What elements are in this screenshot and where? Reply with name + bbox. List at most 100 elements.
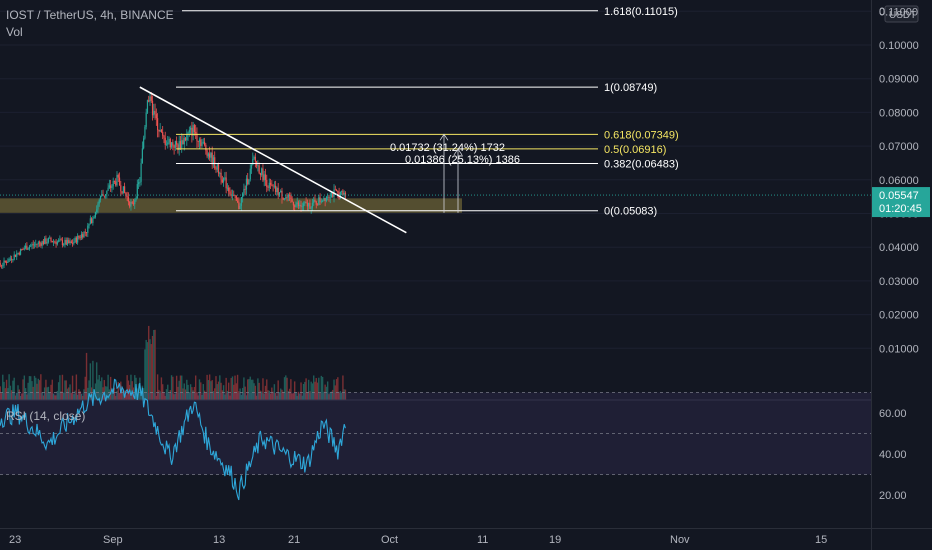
- candle-body: [66, 240, 69, 245]
- price-axis-tick: 0.09000: [879, 74, 919, 86]
- volume-bar: [210, 381, 212, 400]
- volume-bar: [233, 384, 235, 400]
- candle-body: [42, 241, 44, 245]
- volume-bar: [87, 387, 89, 400]
- volume-bar: [267, 390, 269, 400]
- volume-indicator-label[interactable]: Vol: [6, 25, 23, 39]
- candle-body: [300, 204, 302, 207]
- candle-body: [110, 185, 112, 188]
- measure-annotation: 0.01386 (25.13%) 1386: [405, 154, 520, 166]
- volume-bar: [0, 393, 3, 400]
- candle-body: [141, 148, 143, 164]
- candle-body: [299, 204, 301, 207]
- candle-body: [173, 145, 175, 148]
- candle-body: [224, 177, 226, 179]
- candle-body: [244, 188, 246, 190]
- candle-body: [46, 242, 48, 244]
- volume-bar: [280, 388, 282, 400]
- volume-bar: [104, 386, 107, 400]
- volume-bar: [305, 378, 307, 400]
- fib-level-label: 0.5(0.06916): [604, 144, 666, 156]
- volume-bar: [286, 377, 288, 400]
- candle-body: [125, 192, 127, 196]
- volume-bar: [160, 377, 163, 400]
- volume-bar: [163, 392, 165, 400]
- volume-bar: [268, 390, 270, 400]
- candle-body: [121, 191, 123, 194]
- volume-bar: [74, 390, 76, 400]
- candle-body: [209, 153, 211, 158]
- volume-bar: [192, 390, 194, 400]
- volume-bar: [211, 380, 213, 400]
- candle-body: [268, 182, 270, 188]
- candle-body: [240, 197, 242, 206]
- volume-bar: [22, 379, 24, 400]
- candle-body: [294, 205, 296, 207]
- volume-bar: [193, 386, 196, 400]
- candle-body: [35, 243, 37, 245]
- candle-body: [163, 135, 165, 138]
- volume-bar: [323, 391, 325, 400]
- candle-body: [92, 218, 94, 224]
- volume-bar: [306, 392, 309, 400]
- rsi-axis-tick: 60.00: [879, 408, 907, 420]
- volume-bar: [177, 386, 179, 400]
- candle-body: [87, 225, 89, 233]
- candle-body: [160, 130, 163, 133]
- volume-bar: [82, 395, 84, 400]
- volume-bar: [236, 374, 239, 400]
- volume-bar: [208, 374, 211, 400]
- candle-body: [215, 168, 217, 170]
- time-axis-label: Sep: [103, 534, 123, 546]
- time-axis-label: 23: [9, 534, 21, 546]
- candle-body: [276, 187, 278, 193]
- measure-arrow-head: [439, 133, 449, 141]
- candle-body: [168, 139, 170, 143]
- volume-bar: [56, 390, 59, 400]
- currency-button: [884, 5, 919, 23]
- volume-bar: [21, 393, 23, 400]
- candle-body: [14, 254, 17, 257]
- rsi-indicator-label[interactable]: RSI (14, close): [6, 409, 86, 423]
- volume-bar: [229, 395, 231, 400]
- volume-bar: [186, 379, 188, 400]
- candle-body: [26, 245, 28, 250]
- volume-bar: [159, 391, 161, 400]
- volume-bar: [196, 392, 198, 400]
- volume-bar: [5, 379, 8, 400]
- volume-bar: [175, 375, 178, 400]
- volume-bar: [330, 391, 333, 400]
- candle-body: [164, 137, 166, 145]
- measure-arrow-head: [453, 148, 463, 156]
- trendline: [139, 86, 407, 234]
- volume-bar: [75, 374, 78, 400]
- price-axis-tick: 0.08000: [879, 107, 919, 119]
- fib-level-label: 1.618(0.11015): [604, 6, 678, 18]
- volume-bar: [101, 377, 103, 400]
- candle-body: [4, 260, 6, 262]
- candle-body: [88, 223, 90, 226]
- volume-bar: [13, 377, 15, 400]
- candle-body: [196, 133, 198, 141]
- volume-bar: [315, 378, 317, 400]
- volume-bar: [127, 380, 130, 400]
- candle-body: [296, 202, 298, 205]
- candle-body: [328, 196, 330, 198]
- volume-bar: [203, 390, 206, 400]
- candle-body: [225, 177, 227, 189]
- volume-bar: [31, 381, 33, 400]
- volume-bar: [316, 382, 319, 400]
- candle-body: [98, 199, 100, 204]
- volume-bar: [37, 378, 40, 400]
- symbol-title[interactable]: IOST / TetherUS, 4h, BINANCE: [6, 8, 174, 22]
- volume-bar: [88, 380, 90, 400]
- candle-body: [250, 164, 253, 169]
- volume-bar: [281, 389, 283, 400]
- candle-body: [320, 201, 322, 203]
- volume-bar: [16, 392, 18, 400]
- volume-bar: [244, 386, 246, 400]
- candle-body: [195, 131, 197, 134]
- price-axis-tick: 0.07000: [879, 141, 919, 153]
- time-axis-label: 13: [213, 534, 225, 546]
